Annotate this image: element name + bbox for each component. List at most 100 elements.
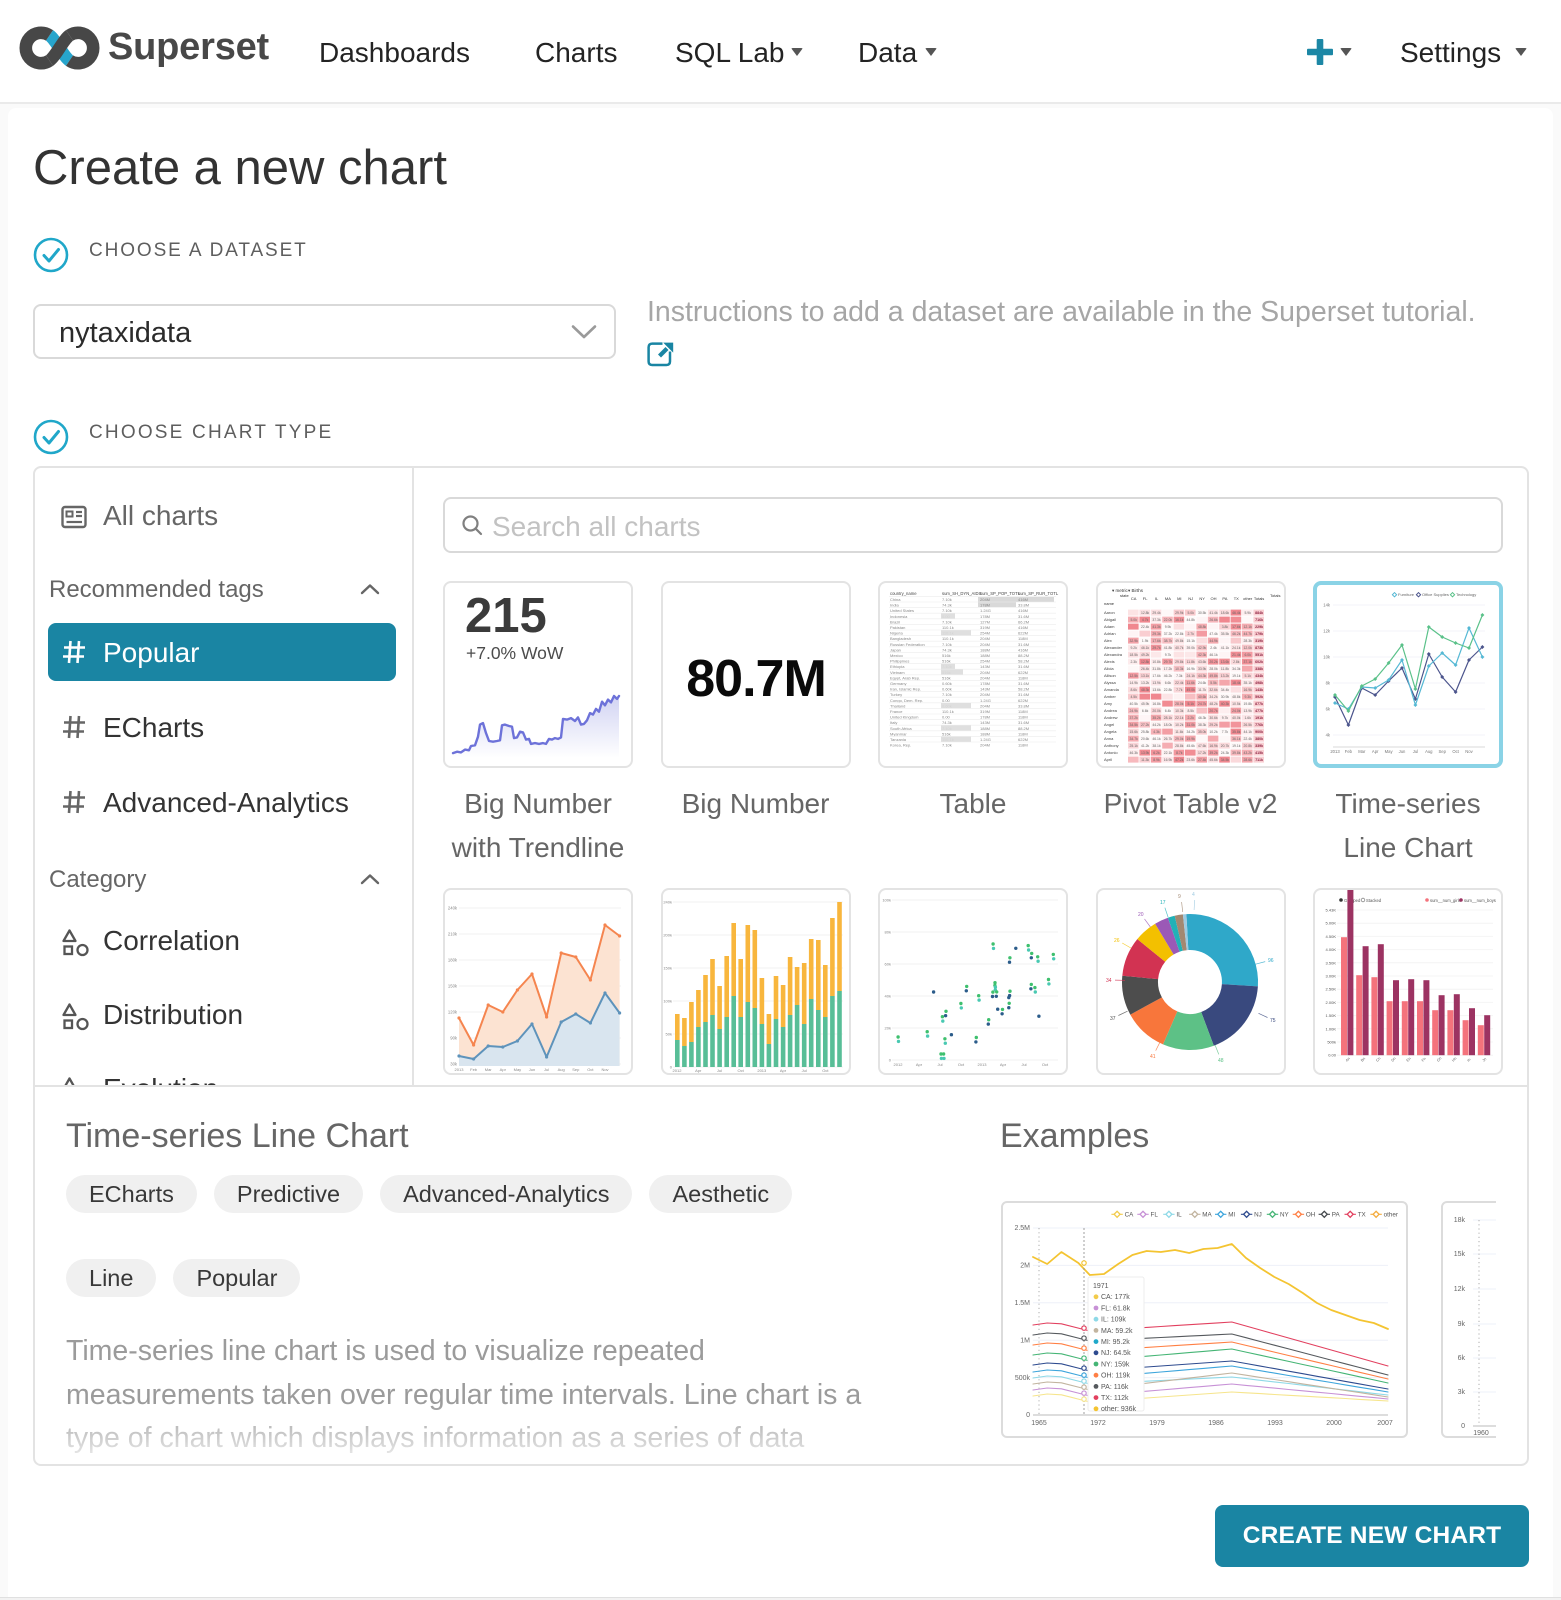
svg-text:Pakistan: Pakistan: [890, 625, 905, 630]
svg-text:Tanzania: Tanzania: [890, 737, 907, 742]
svg-text:MA: MA: [1164, 596, 1170, 601]
svg-text:7.7k: 7.7k: [1176, 688, 1183, 692]
svg-text:7.10k: 7.10k: [942, 619, 952, 624]
svg-text:Nov: Nov: [1465, 749, 1473, 754]
svg-text:776k: 776k: [1255, 723, 1263, 727]
svg-text:CA: 177k: CA: 177k: [1101, 1294, 1130, 1301]
svg-text:0: 0: [1026, 1412, 1030, 1419]
svg-text:26.5k: 26.5k: [1243, 723, 1252, 727]
svg-text:34.3k: 34.3k: [1232, 667, 1241, 671]
svg-text:Italy: Italy: [890, 720, 897, 725]
svg-text:254M: 254M: [980, 659, 990, 664]
svg-text:2000: 2000: [1326, 1420, 1342, 1427]
svg-text:2013: 2013: [455, 1067, 465, 1072]
svg-text:22.0k: 22.0k: [1163, 618, 1172, 622]
svg-text:37.3k: 37.3k: [1152, 618, 1161, 622]
svg-text:9.2k: 9.2k: [1130, 646, 1137, 650]
svg-text:NY: NY: [1199, 596, 1205, 601]
svg-text:191k: 191k: [1255, 716, 1263, 720]
svg-text:58.2M: 58.2M: [1018, 659, 1029, 664]
svg-text:Adrian: Adrian: [1104, 631, 1116, 636]
svg-text:118M: 118M: [1018, 731, 1028, 736]
svg-text:20.6k: 20.6k: [1140, 737, 1149, 741]
svg-text:10.2k: 10.2k: [1175, 723, 1184, 727]
svg-text:IL: 109k: IL: 109k: [1101, 1317, 1126, 1324]
svg-text:47.4k: 47.4k: [1209, 632, 1218, 636]
svg-text:49.2k: 49.2k: [1140, 653, 1149, 657]
svg-text:80.7M: 80.7M: [686, 650, 826, 708]
svg-text:29.0k: 29.0k: [1175, 737, 1184, 741]
svg-text:43.6k: 43.6k: [1197, 660, 1206, 664]
svg-text:44.3k: 44.3k: [1197, 674, 1206, 678]
svg-text:1.24G: 1.24G: [980, 608, 991, 613]
svg-text:40.0k: 40.0k: [1232, 716, 1241, 720]
svg-text:Alexandra: Alexandra: [1104, 652, 1123, 657]
svg-text:12.1k: 12.1k: [1243, 625, 1252, 629]
svg-text:179k: 179k: [1255, 632, 1263, 636]
svg-text:Apr: Apr: [1372, 749, 1379, 754]
svg-text:Iran, Islamic Rep.: Iran, Islamic Rep.: [890, 687, 921, 692]
svg-text:5.1k: 5.1k: [1244, 674, 1251, 678]
svg-text:16.8k: 16.8k: [1152, 702, 1161, 706]
svg-text:4.3k: 4.3k: [1153, 730, 1160, 734]
svg-text:178M: 178M: [980, 715, 990, 720]
svg-text:Jul: Jul: [1021, 1062, 1026, 1067]
svg-text:38.3k: 38.3k: [1197, 723, 1206, 727]
svg-text:33.8M: 33.8M: [1018, 603, 1029, 608]
svg-text:14k: 14k: [1323, 603, 1331, 608]
svg-text:40.5k: 40.5k: [1129, 702, 1138, 706]
svg-text:48.8k: 48.8k: [1197, 625, 1206, 629]
svg-text:sum__num_girls: sum__num_girls: [1430, 898, 1461, 903]
svg-text:Mexico: Mexico: [890, 653, 903, 658]
svg-text:41: 41: [1150, 1054, 1156, 1060]
svg-text:5.0k: 5.0k: [1130, 618, 1137, 622]
svg-text:477k: 477k: [1255, 709, 1263, 713]
svg-text:6.4k: 6.4k: [1164, 709, 1171, 713]
svg-text:United States: United States: [890, 608, 914, 613]
svg-text:7.10k: 7.10k: [942, 597, 952, 602]
svg-text:416M: 416M: [1018, 647, 1028, 652]
svg-text:7.3k: 7.3k: [1176, 674, 1183, 678]
svg-text:711k: 711k: [1255, 758, 1263, 762]
svg-text:4.5k: 4.5k: [1130, 695, 1137, 699]
svg-text:24.6k: 24.6k: [1197, 681, 1206, 685]
svg-text:24.1k: 24.1k: [1186, 674, 1195, 678]
svg-text:37.1k: 37.1k: [1243, 660, 1252, 664]
svg-text:16.9k: 16.9k: [1186, 667, 1195, 671]
svg-text:12.8k: 12.8k: [1140, 660, 1149, 664]
svg-text:FL: 61.8k: FL: 61.8k: [1101, 1305, 1131, 1312]
svg-text:Feb: Feb: [1345, 749, 1353, 754]
svg-text:143k: 143k: [1255, 688, 1263, 692]
svg-text:31.6M: 31.6M: [1018, 614, 1029, 619]
svg-text:18.4k: 18.4k: [1232, 681, 1241, 685]
svg-text:May: May: [514, 1067, 522, 1072]
svg-text:34.7k: 34.7k: [1129, 737, 1138, 741]
svg-text:45.6k: 45.6k: [1186, 744, 1195, 748]
svg-text:Aug: Aug: [558, 1067, 565, 1072]
svg-text:10.2k: 10.2k: [1209, 730, 1218, 734]
svg-text:19.1k: 19.1k: [1232, 744, 1241, 748]
svg-text:OH: 119k: OH: 119k: [1101, 1373, 1131, 1380]
svg-text:13.1k: 13.1k: [1140, 674, 1149, 678]
svg-text:NJ: NJ: [1254, 1212, 1262, 1219]
svg-text:Alex: Alex: [1104, 638, 1112, 643]
svg-text:Nigeria: Nigeria: [890, 631, 903, 636]
svg-text:15.1k: 15.1k: [1186, 639, 1195, 643]
svg-text:Feb: Feb: [470, 1067, 478, 1072]
svg-text:100k: 100k: [663, 999, 672, 1004]
svg-text:66.2M: 66.2M: [1018, 619, 1029, 624]
svg-text:17.2k: 17.2k: [1163, 667, 1172, 671]
svg-text:178M: 178M: [980, 614, 990, 619]
svg-text:46.1k: 46.1k: [1209, 653, 1218, 657]
svg-text:48.2k: 48.2k: [1209, 702, 1218, 706]
svg-text:34.4k: 34.4k: [1220, 688, 1229, 692]
svg-text:31.6M: 31.6M: [1018, 642, 1029, 647]
svg-text:Jul: Jul: [716, 1068, 721, 1073]
svg-text:NJ: NJ: [1188, 596, 1193, 601]
svg-text:Allison: Allison: [1104, 673, 1116, 678]
svg-text:Fn: Fn: [1421, 1057, 1427, 1063]
svg-text:MI: MI: [1177, 596, 1181, 601]
svg-text:118M: 118M: [1018, 709, 1028, 714]
svg-text:118M: 118M: [1018, 715, 1028, 720]
svg-text:Myanmar: Myanmar: [890, 731, 907, 736]
